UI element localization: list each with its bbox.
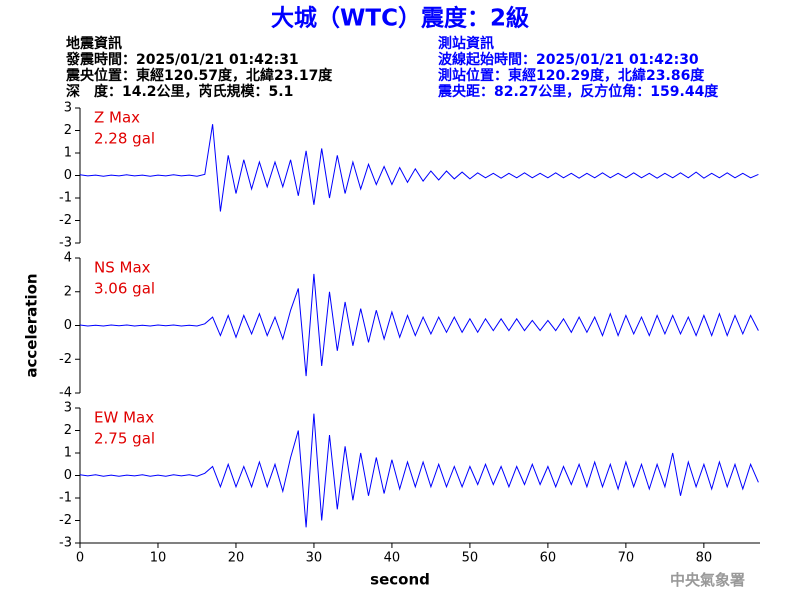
x-tick-label: 30	[306, 551, 323, 566]
max-annotation: 2.28 gal	[94, 130, 155, 148]
station-info: 震央距：82.27公里，反方位角：159.44度	[437, 83, 719, 100]
y-tick-label: -4	[59, 386, 72, 401]
y-tick-label: -2	[59, 213, 72, 228]
footer: 中央氣象署	[670, 571, 745, 589]
waveform	[79, 413, 759, 528]
max-annotation: 2.75 gal	[94, 430, 155, 448]
station-info: 震央位置：東經120.57度，北緯23.17度	[65, 67, 333, 84]
station-info: 測站資訊	[438, 35, 494, 52]
station-info: 深 度：14.2公里，芮氏規模：5.1	[66, 83, 293, 100]
y-tick-label: 0	[64, 468, 72, 483]
y-tick-label: 0	[64, 168, 72, 183]
x-tick-label: 20	[228, 551, 245, 566]
station-info: 發震時間：2025/01/21 01:42:31	[65, 51, 299, 68]
station-info: 波線起始時間：2025/01/21 01:42:30	[438, 51, 699, 68]
y-tick-label: 1	[64, 446, 72, 461]
x-axis-label: second	[370, 571, 430, 589]
max-annotation: EW Max	[94, 409, 154, 427]
station-info: 測站位置：東經120.29度，北緯23.86度	[438, 67, 705, 84]
y-tick-label: 0	[64, 318, 72, 333]
x-tick-label: 80	[696, 551, 713, 566]
x-tick-label: 60	[540, 551, 557, 566]
y-tick-label: -2	[59, 352, 72, 367]
y-tick-label: -1	[59, 191, 72, 206]
y-tick-label: 1	[64, 146, 72, 161]
max-annotation: 3.06 gal	[94, 280, 155, 298]
y-tick-label: 2	[64, 423, 72, 438]
y-tick-label: 4	[64, 251, 72, 266]
y-tick-label: -3	[59, 536, 72, 551]
x-tick-label: 40	[384, 551, 401, 566]
max-annotation: Z Max	[94, 109, 140, 127]
waveform	[79, 124, 759, 212]
y-tick-label: -2	[59, 513, 72, 528]
y-tick-label: -1	[59, 491, 72, 506]
y-tick-label: 2	[64, 123, 72, 138]
station-info: 地震資訊	[66, 35, 122, 52]
chart-title: 大城（WTC）震度：2級	[271, 5, 529, 32]
x-tick-label: 50	[462, 551, 479, 566]
x-tick-label: 0	[76, 551, 84, 566]
x-tick-label: 70	[618, 551, 635, 566]
y-tick-label: -3	[59, 236, 72, 251]
waveform	[79, 273, 759, 377]
max-annotation: NS Max	[94, 259, 151, 277]
y-tick-label: 2	[64, 284, 72, 299]
y-tick-label: 3	[64, 401, 72, 416]
y-tick-label: 3	[64, 101, 72, 116]
x-tick-label: 10	[150, 551, 167, 566]
y-axis-label: acceleration	[23, 273, 41, 377]
